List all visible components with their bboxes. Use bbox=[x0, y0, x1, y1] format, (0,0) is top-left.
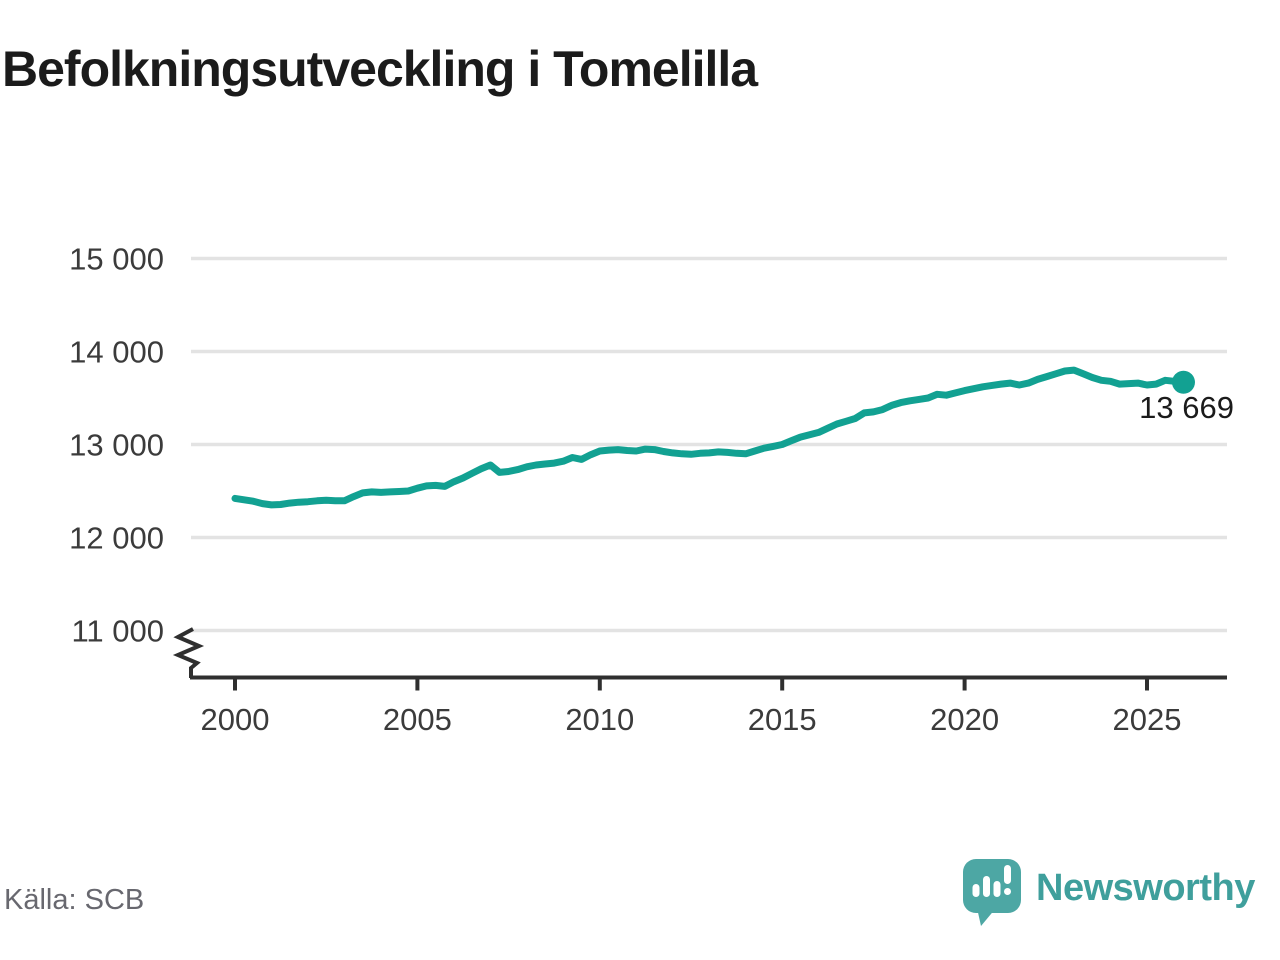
latest-value-label: 13 669 bbox=[1139, 390, 1234, 425]
newsworthy-logo: Newsworthy bbox=[962, 858, 1255, 930]
newsworthy-mark-icon bbox=[963, 859, 1021, 926]
x-tick-label: 2000 bbox=[201, 702, 270, 737]
y-tick-label: 12 000 bbox=[69, 521, 164, 556]
x-tick-label: 2005 bbox=[383, 702, 452, 737]
x-axis-group bbox=[190, 675, 1227, 691]
x-tick-label: 2010 bbox=[565, 702, 634, 737]
chart-title: Befolkningsutveckling i Tomelilla bbox=[2, 41, 758, 97]
y-tick-label: 13 000 bbox=[69, 428, 164, 463]
y-tick-label: 14 000 bbox=[69, 335, 164, 370]
y-tick-label: 11 000 bbox=[71, 614, 164, 649]
latest-value-dot bbox=[1171, 370, 1195, 394]
y-tick-label: 15 000 bbox=[69, 242, 164, 277]
x-axis-labels-group: 2000 2005 2010 2015 2020 2025 bbox=[201, 702, 1182, 737]
newsworthy-wordmark: Newsworthy bbox=[1036, 867, 1255, 909]
x-tick-label: 2020 bbox=[930, 702, 999, 737]
population-line-series bbox=[231, 366, 1187, 509]
x-tick-label: 2025 bbox=[1113, 702, 1182, 737]
axis-break-zigzag-icon bbox=[172, 627, 205, 678]
gridlines-group bbox=[191, 256, 1227, 633]
y-axis-labels-group: 15 000 14 000 13 000 12 000 11 000 bbox=[69, 242, 164, 649]
x-tick-label: 2015 bbox=[748, 702, 817, 737]
source-text: Källa: SCB bbox=[4, 884, 145, 916]
